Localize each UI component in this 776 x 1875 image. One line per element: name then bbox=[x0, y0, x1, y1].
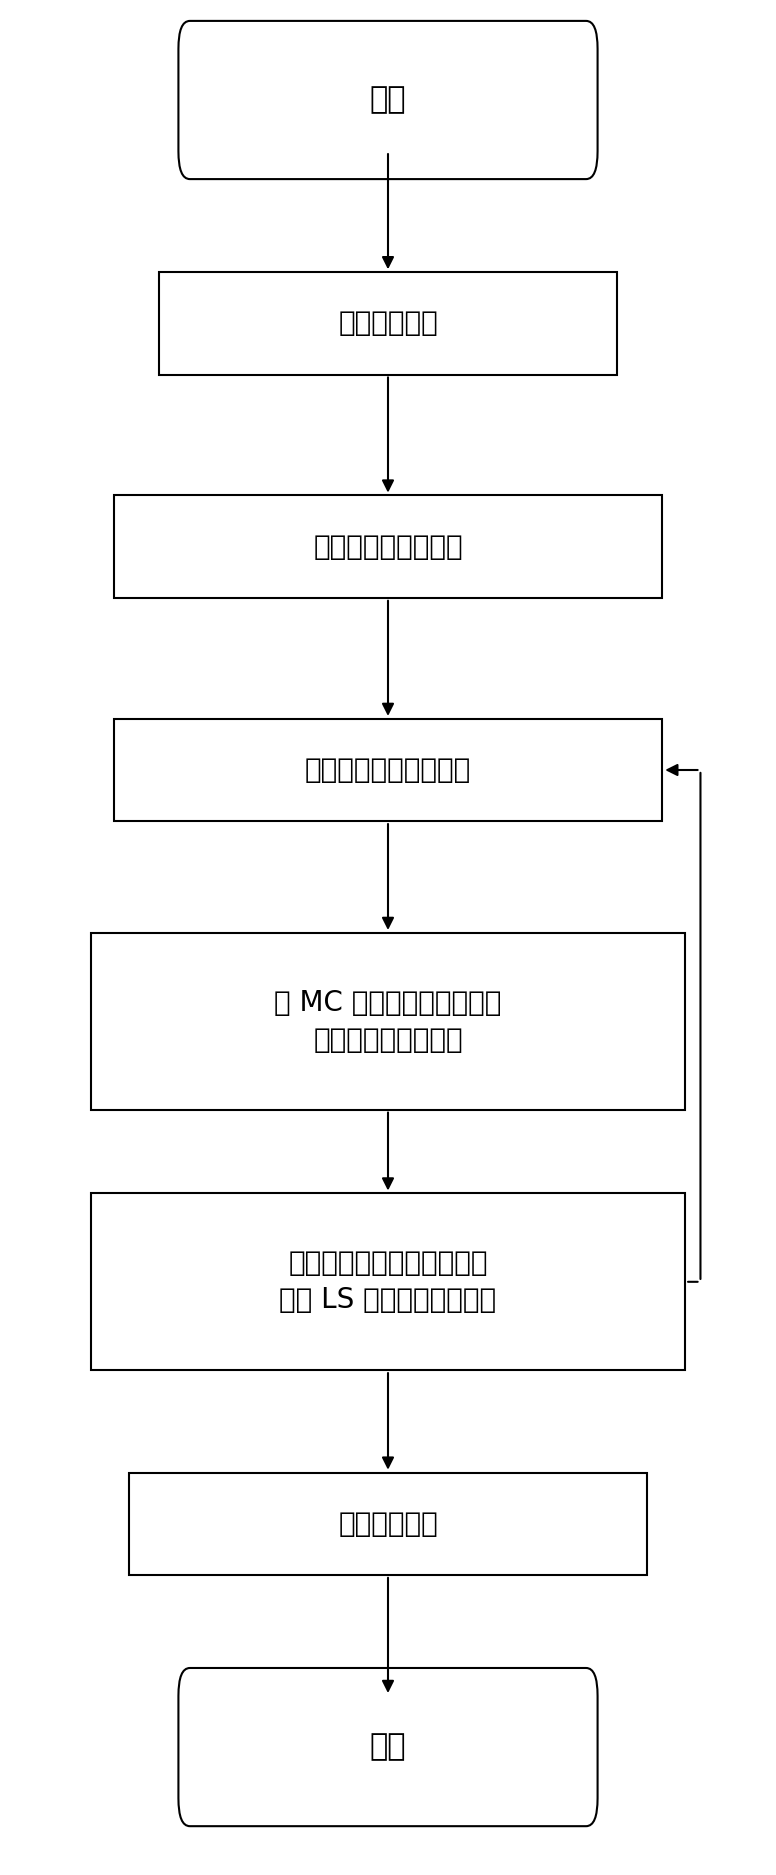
Text: 水平集函数重新初始化: 水平集函数重新初始化 bbox=[305, 756, 471, 784]
FancyBboxPatch shape bbox=[178, 21, 598, 180]
FancyBboxPatch shape bbox=[113, 718, 663, 821]
FancyBboxPatch shape bbox=[113, 495, 663, 598]
FancyBboxPatch shape bbox=[91, 934, 685, 1110]
FancyBboxPatch shape bbox=[129, 1472, 647, 1575]
Text: 用 MC 实现沉积粒子输运并
根据模型计算沉积量: 用 MC 实现沉积粒子输运并 根据模型计算沉积量 bbox=[274, 988, 502, 1054]
Text: 开始: 开始 bbox=[369, 86, 407, 114]
Text: 计算每个三角平面沉积速度
并用 LS 方法实现表面运动: 计算每个三角平面沉积速度 并用 LS 方法实现表面运动 bbox=[279, 1249, 497, 1314]
FancyBboxPatch shape bbox=[91, 1192, 685, 1371]
Text: 结束: 结束 bbox=[369, 1732, 407, 1762]
Text: 模拟结果输出: 模拟结果输出 bbox=[338, 1509, 438, 1537]
FancyBboxPatch shape bbox=[159, 272, 617, 375]
Text: 元胞划分及三角剖分: 元胞划分及三角剖分 bbox=[314, 532, 462, 561]
FancyBboxPatch shape bbox=[178, 1669, 598, 1826]
Text: 获取初始参数: 获取初始参数 bbox=[338, 309, 438, 338]
